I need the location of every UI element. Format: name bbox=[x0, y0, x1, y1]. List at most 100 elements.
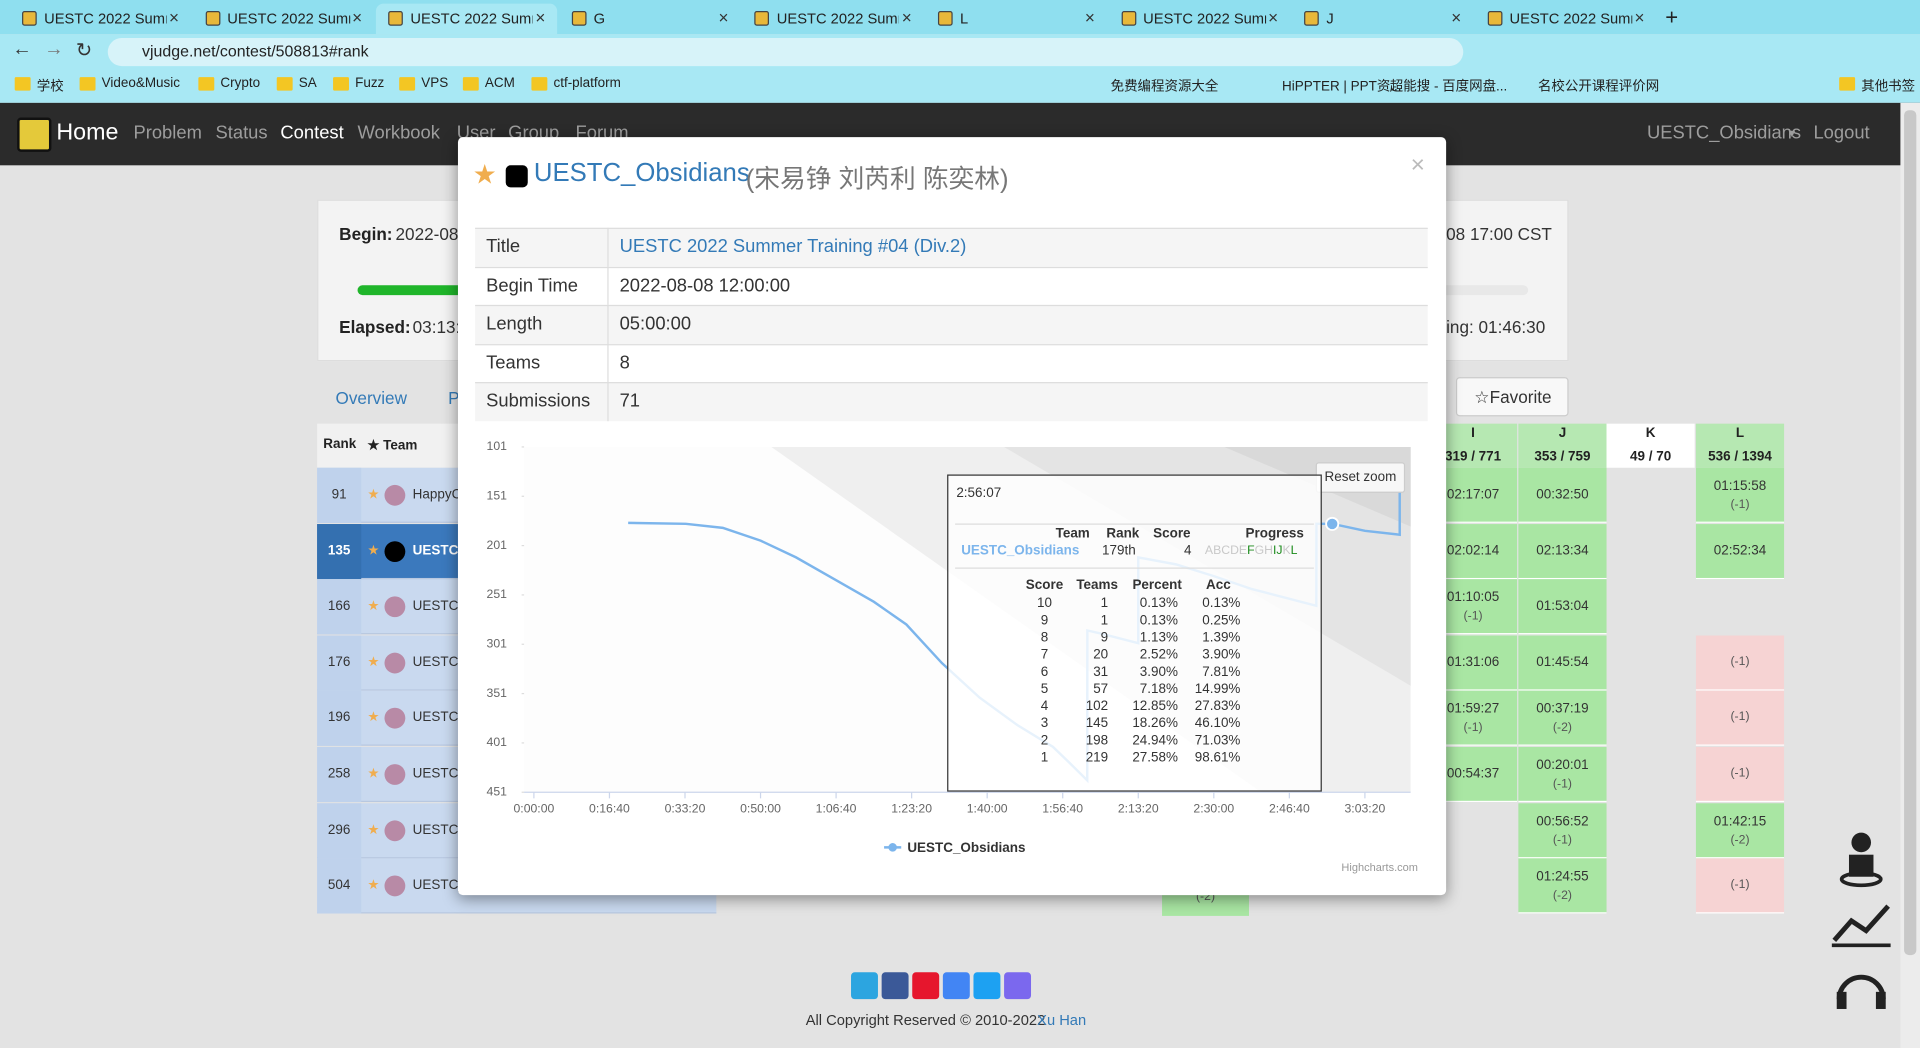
bookmark[interactable]: Crypto bbox=[220, 75, 261, 91]
cell-penalty: (-2) bbox=[1730, 833, 1750, 847]
tab-close[interactable]: × bbox=[1634, 7, 1645, 27]
problem-cell[interactable] bbox=[1518, 691, 1607, 747]
x-tick-label: 0:16:40 bbox=[589, 802, 630, 816]
problem-cell[interactable] bbox=[1518, 523, 1607, 579]
cell-time: 02:52:34 bbox=[1713, 543, 1767, 558]
problem-cell[interactable] bbox=[1518, 579, 1607, 635]
nav-logout[interactable]: Logout bbox=[1813, 122, 1870, 144]
nav-link[interactable]: Contest bbox=[280, 122, 344, 144]
bookmark[interactable]: Fuzz bbox=[355, 75, 385, 91]
x-tick-label: 3:03:20 bbox=[1344, 802, 1385, 816]
tab-close[interactable]: × bbox=[901, 7, 912, 27]
tab-close[interactable]: × bbox=[1451, 7, 1462, 27]
rank: 166 bbox=[327, 599, 351, 614]
cell-time: 00:54:37 bbox=[1446, 766, 1500, 782]
share-icon[interactable] bbox=[973, 972, 1001, 1000]
copyright-author[interactable]: Xu Han bbox=[1037, 1011, 1087, 1029]
problem-letter: I bbox=[1471, 426, 1475, 441]
tab-close[interactable]: × bbox=[1268, 7, 1279, 27]
rank: 135 bbox=[327, 543, 351, 558]
bookmark-folder bbox=[14, 77, 31, 91]
star-icon[interactable]: ★ bbox=[472, 159, 497, 190]
nav-link[interactable]: Problem bbox=[133, 122, 202, 144]
forward-button[interactable]: → bbox=[44, 39, 64, 61]
tooltip-header: Score bbox=[1153, 525, 1191, 540]
address-bar[interactable] bbox=[107, 37, 1464, 67]
tab-link[interactable]: P bbox=[448, 388, 460, 408]
favorite-button[interactable]: ☆Favorite bbox=[1455, 377, 1569, 417]
tab-close[interactable]: × bbox=[352, 7, 363, 27]
share-icon[interactable] bbox=[942, 972, 970, 1000]
nav-link[interactable]: Status bbox=[215, 122, 268, 144]
info-label: Length bbox=[486, 313, 543, 335]
problem-cell[interactable] bbox=[1695, 858, 1785, 914]
bookmark-folder bbox=[531, 77, 548, 91]
problem-cell[interactable] bbox=[1695, 635, 1785, 691]
bookmark[interactable]: VPS bbox=[421, 75, 449, 91]
tab-close[interactable]: × bbox=[535, 7, 546, 27]
reload-button[interactable]: ↻ bbox=[75, 40, 93, 62]
nav-link[interactable]: Workbook bbox=[357, 122, 440, 144]
problem-header[interactable] bbox=[1695, 423, 1785, 468]
share-icon[interactable] bbox=[1004, 972, 1032, 1000]
problem-cell[interactable] bbox=[1518, 858, 1607, 914]
bookmark[interactable]: 其他书签 bbox=[1861, 79, 1916, 95]
cell-time: 02:13:34 bbox=[1536, 543, 1589, 558]
problem-cell[interactable] bbox=[1695, 523, 1785, 579]
tab-link[interactable]: Overview bbox=[335, 388, 407, 408]
copyright: All Copyright Reserved © 2010-2022 bbox=[805, 1011, 1046, 1029]
share-icon[interactable] bbox=[881, 972, 909, 1000]
new-tab[interactable]: + bbox=[1665, 4, 1679, 30]
info-value[interactable]: UESTC 2022 Summer Training #04 (Div.2) bbox=[619, 236, 967, 258]
tab-close[interactable]: × bbox=[1084, 7, 1095, 27]
bookmark[interactable]: ctf-platform bbox=[553, 75, 621, 91]
score-cell: 1 bbox=[1041, 750, 1048, 765]
team-name[interactable]: UESTC_ bbox=[412, 543, 466, 558]
problem-header[interactable] bbox=[1518, 423, 1607, 468]
team-name[interactable]: UESTC_I bbox=[412, 766, 470, 782]
problem-cell[interactable] bbox=[1518, 802, 1607, 858]
info-value: 71 bbox=[619, 390, 641, 412]
score-cell: 2.52% bbox=[1140, 647, 1178, 662]
back-button[interactable]: ← bbox=[12, 39, 32, 61]
score-cell: 10 bbox=[1037, 595, 1052, 610]
tab-close[interactable]: × bbox=[718, 7, 729, 27]
bookmark[interactable]: 免费编程资源大全 bbox=[1110, 79, 1219, 95]
problem-cell[interactable] bbox=[1695, 746, 1785, 803]
info-divider bbox=[607, 227, 609, 267]
tab-close[interactable]: × bbox=[168, 7, 180, 27]
team-name[interactable]: HappyC bbox=[412, 487, 462, 503]
modal-close[interactable]: × bbox=[1410, 151, 1425, 179]
bookmark[interactable]: SA bbox=[298, 75, 317, 91]
bookmark[interactable]: HiPPTER | PPT资... bbox=[1282, 79, 1402, 95]
problem-cell[interactable] bbox=[1518, 746, 1607, 803]
bookmark[interactable]: Video&Music bbox=[101, 75, 181, 91]
problem-cell[interactable] bbox=[1695, 802, 1785, 858]
share-icon[interactable] bbox=[851, 972, 878, 1000]
score-cell: 7 bbox=[1041, 647, 1048, 662]
modal-team[interactable]: UESTC_Obsidians bbox=[533, 159, 750, 188]
tab-title: UESTC 2022 Summe bbox=[776, 9, 899, 27]
brand[interactable]: Home bbox=[56, 120, 119, 146]
nav-user[interactable]: UESTC_Obsidians bbox=[1646, 122, 1802, 144]
share-icon[interactable] bbox=[912, 972, 940, 1000]
bookmark[interactable]: 超能搜 - 百度网盘... bbox=[1389, 79, 1508, 95]
info-label: Teams bbox=[486, 352, 541, 373]
problem-cell[interactable] bbox=[1518, 467, 1607, 523]
problem-cell[interactable] bbox=[1695, 467, 1785, 523]
team-name[interactable]: UESTC_r bbox=[412, 654, 471, 670]
info-label: Title bbox=[486, 236, 521, 258]
tab[interactable] bbox=[376, 3, 558, 35]
bookmark-folder bbox=[462, 77, 479, 91]
problem-cell[interactable] bbox=[1518, 635, 1607, 691]
cell-time: 01:15:58 bbox=[1713, 478, 1767, 494]
bookmark[interactable]: ACM bbox=[484, 75, 515, 91]
problem-header[interactable] bbox=[1606, 423, 1695, 468]
cell-time: 01:31:06 bbox=[1446, 654, 1500, 670]
bookmark[interactable]: 学校 bbox=[36, 79, 64, 95]
problem-cell[interactable] bbox=[1695, 691, 1785, 747]
score-cell: 6 bbox=[1041, 664, 1048, 679]
bookmark[interactable]: 名校公开课程评价网 bbox=[1537, 79, 1660, 95]
cell-time: 01:59:27 bbox=[1446, 702, 1500, 717]
